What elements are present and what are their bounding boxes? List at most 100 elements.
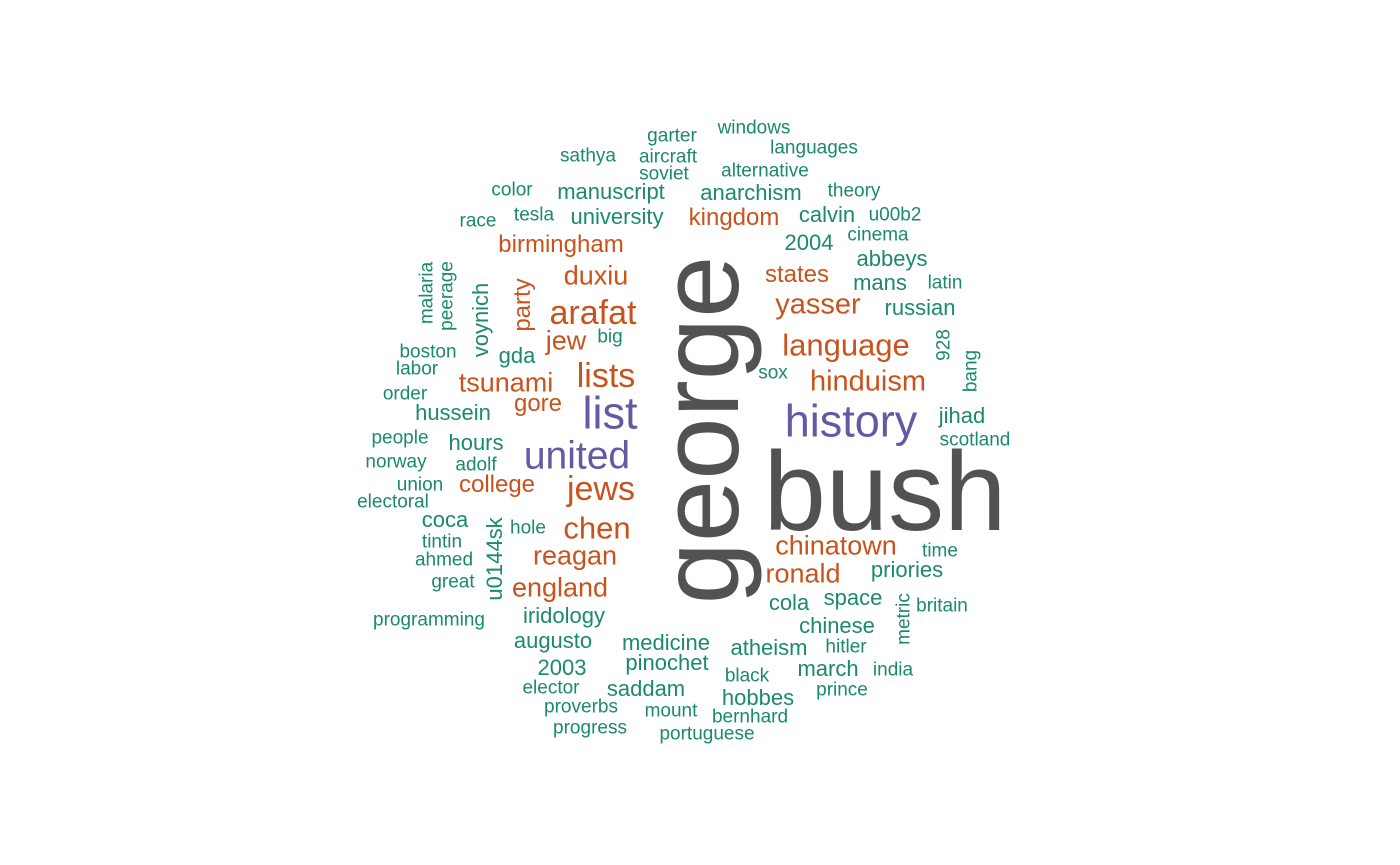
cloud-word: cinema bbox=[847, 224, 909, 246]
cloud-word: black bbox=[724, 665, 770, 687]
cloud-word: pinochet bbox=[625, 650, 709, 675]
cloud-word: abbeys bbox=[856, 246, 928, 271]
cloud-word: jihad bbox=[938, 403, 986, 428]
cloud-word: race bbox=[459, 210, 497, 232]
cloud-word: big bbox=[597, 326, 623, 348]
cloud-word: theory bbox=[827, 180, 881, 202]
cloud-word: voynich bbox=[468, 282, 493, 358]
cloud-word: augusto bbox=[513, 628, 593, 653]
cloud-word: chinese bbox=[799, 613, 875, 638]
cloud-word: latin bbox=[927, 272, 963, 294]
cloud-word: u0144sk bbox=[482, 517, 507, 601]
cloud-word: manuscript bbox=[557, 179, 665, 204]
cloud-word: states bbox=[764, 261, 830, 288]
cloud-word: boston bbox=[399, 341, 457, 363]
cloud-word: malaria bbox=[416, 261, 438, 325]
cloud-word: 928 bbox=[933, 329, 955, 361]
cloud-word: 2004 bbox=[784, 230, 834, 255]
cloud-word: people bbox=[371, 427, 429, 449]
cloud-word: party bbox=[509, 278, 536, 332]
cloud-word: mans bbox=[853, 270, 907, 295]
cloud-word: windows bbox=[717, 117, 791, 139]
cloud-word: tintin bbox=[421, 531, 463, 553]
cloud-word: 2003 bbox=[537, 655, 587, 680]
cloud-word: duxiu bbox=[563, 260, 629, 291]
cloud-word: color bbox=[491, 179, 533, 201]
cloud-word: alternative bbox=[721, 160, 809, 182]
cloud-word: britain bbox=[916, 595, 968, 617]
cloud-word: ronald bbox=[765, 558, 841, 589]
cloud-word: sathya bbox=[560, 145, 616, 167]
cloud-word: labor bbox=[395, 358, 439, 380]
cloud-word: india bbox=[872, 659, 914, 681]
cloud-word: time bbox=[922, 540, 958, 562]
cloud-word: iridology bbox=[523, 603, 605, 628]
cloud-word: coca bbox=[421, 507, 469, 532]
cloud-word: peerage bbox=[436, 261, 458, 331]
cloud-word: reagan bbox=[532, 540, 618, 571]
cloud-word: hitler bbox=[825, 636, 867, 658]
cloud-word: hinduism bbox=[809, 365, 927, 398]
cloud-word: scotland bbox=[939, 429, 1011, 451]
cloud-word: soviet bbox=[639, 163, 689, 185]
cloud-word: lists bbox=[576, 357, 636, 395]
cloud-word: arafat bbox=[549, 294, 637, 332]
cloud-word: cola bbox=[768, 590, 810, 615]
cloud-word: march bbox=[797, 656, 859, 681]
cloud-word: history bbox=[784, 395, 918, 447]
cloud-word: bernhard bbox=[711, 706, 789, 728]
cloud-word: programming bbox=[373, 609, 485, 631]
cloud-word: university bbox=[570, 204, 664, 229]
cloud-word: union bbox=[396, 474, 444, 496]
cloud-word: progress bbox=[553, 717, 627, 739]
cloud-word: united bbox=[523, 434, 631, 478]
cloud-word: birmingham bbox=[498, 231, 624, 258]
cloud-word: proverbs bbox=[544, 696, 618, 718]
cloud-word: list bbox=[582, 387, 638, 439]
cloud-word: languages bbox=[770, 137, 858, 159]
cloud-word: chen bbox=[563, 510, 631, 546]
cloud-word: portuguese bbox=[659, 723, 755, 745]
cloud-word: atheism bbox=[730, 635, 808, 660]
cloud-word: jews bbox=[566, 470, 636, 508]
cloud-word: hole bbox=[510, 517, 546, 539]
cloud-word: kingdom bbox=[688, 204, 780, 231]
cloud-word: anarchism bbox=[700, 180, 802, 205]
cloud-word: electoral bbox=[357, 491, 429, 513]
cloud-word: prince bbox=[816, 679, 868, 701]
cloud-word: norway bbox=[365, 451, 427, 473]
cloud-word: language bbox=[782, 327, 910, 363]
cloud-word: gda bbox=[498, 343, 536, 368]
cloud-word: saddam bbox=[606, 676, 686, 701]
cloud-word: jew bbox=[545, 325, 587, 356]
cloud-word: hobbes bbox=[721, 685, 795, 710]
cloud-word: great bbox=[431, 571, 475, 593]
cloud-word: mount bbox=[644, 700, 698, 722]
cloud-word: tsunami bbox=[458, 367, 554, 398]
cloud-word: russian bbox=[884, 295, 956, 320]
cloud-word: order bbox=[382, 383, 428, 405]
cloud-word: chinatown bbox=[775, 530, 897, 561]
cloud-word: sox bbox=[758, 362, 788, 384]
cloud-word: medicine bbox=[621, 630, 711, 655]
cloud-word: bang bbox=[960, 349, 982, 393]
cloud-word: priories bbox=[870, 557, 944, 582]
cloud-word: aircraft bbox=[638, 146, 698, 168]
cloud-word: u00b2 bbox=[868, 204, 922, 226]
cloud-word: hussein bbox=[415, 400, 491, 425]
cloud-word: garter bbox=[647, 125, 697, 147]
cloud-word: gore bbox=[513, 390, 563, 417]
cloud-word: yasser bbox=[775, 288, 861, 321]
cloud-word: elector bbox=[522, 677, 580, 699]
cloud-word: adolf bbox=[455, 454, 497, 476]
cloud-word: space bbox=[823, 585, 883, 610]
cloud-word: george bbox=[637, 255, 762, 605]
cloud-word: bush bbox=[763, 429, 1007, 554]
cloud-word: college bbox=[458, 471, 536, 498]
cloud-word: calvin bbox=[798, 202, 856, 227]
cloud-word: hours bbox=[448, 430, 504, 455]
cloud-word: ahmed bbox=[414, 549, 474, 571]
cloud-word: metric bbox=[893, 593, 915, 645]
cloud-word: england bbox=[511, 572, 609, 603]
